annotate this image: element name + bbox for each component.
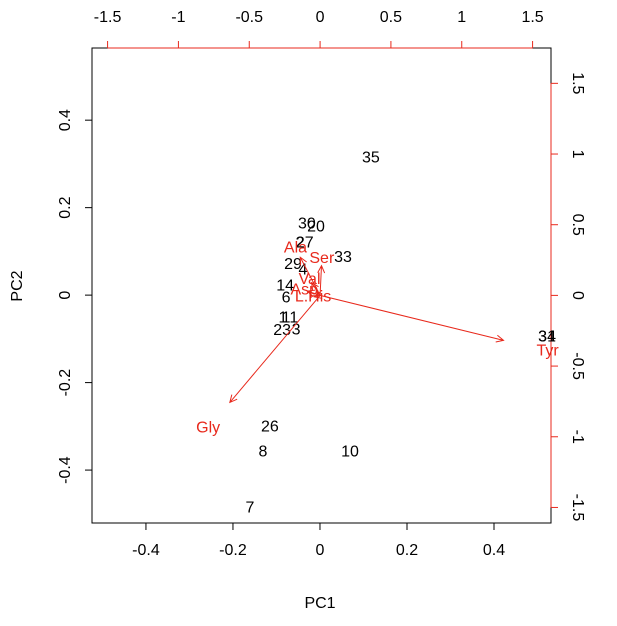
observation-label: 8 xyxy=(259,443,268,460)
loading-arrow xyxy=(299,256,321,296)
y2-tick-label: 0 xyxy=(569,291,586,300)
observation-label: 4 xyxy=(299,261,308,278)
observation-label: 29 xyxy=(284,256,302,273)
loading-arrow xyxy=(317,264,326,296)
observation-label: 23 xyxy=(273,322,291,339)
y-tick-label: 0 xyxy=(57,291,74,300)
observation-label: 11 xyxy=(282,310,299,327)
x2-tick-label: 0 xyxy=(316,9,325,26)
variable-label: Val xyxy=(299,271,321,288)
observation-label: 30 xyxy=(298,215,316,232)
observation-label: 26 xyxy=(261,418,279,435)
variable-label: Gly xyxy=(196,419,220,436)
observation-label: 7 xyxy=(245,499,254,516)
y2-tick-label: -1.5 xyxy=(569,494,586,522)
variable-label: Ser xyxy=(309,250,335,267)
observation-label: 1 xyxy=(279,310,288,327)
x-tick-label: 0.4 xyxy=(483,542,505,559)
x-tick-label: 0.2 xyxy=(396,542,418,559)
y-tick-label: -0.4 xyxy=(57,456,74,484)
variable-label: Tyr xyxy=(536,342,559,359)
x2-tick-label: -0.5 xyxy=(235,9,263,26)
x-tick-label: -0.4 xyxy=(132,542,160,559)
y2-tick-label: 1.5 xyxy=(569,72,586,94)
variable-label: Asp xyxy=(290,281,318,298)
loading-arrow xyxy=(306,289,321,298)
observation-label: 6 xyxy=(282,289,291,306)
observation-label: 20 xyxy=(307,219,325,236)
variable-label: Ala xyxy=(284,239,307,256)
y-tick-label: 0.2 xyxy=(57,196,74,218)
observation-label: 34 xyxy=(538,328,556,345)
loading-arrow xyxy=(319,294,505,343)
observation-label: 14 xyxy=(276,278,294,295)
x-axis-label: PC1 xyxy=(304,595,335,612)
plot-box xyxy=(91,47,552,524)
variable-label: L.His xyxy=(295,288,331,305)
x2-tick-label: 0.5 xyxy=(380,9,402,26)
observation-label: 31 xyxy=(538,328,556,345)
y-tick-label: -0.2 xyxy=(57,369,74,397)
observation-label: 2 xyxy=(296,235,305,252)
y2-tick-label: -1 xyxy=(569,430,586,444)
loading-arrow xyxy=(229,295,321,404)
x2-tick-label: -1 xyxy=(171,9,185,26)
loading-arrow xyxy=(313,291,323,299)
x-tick-label: 0 xyxy=(316,542,325,559)
x2-tick-label: -1.5 xyxy=(94,9,122,26)
x2-tick-label: 1 xyxy=(457,9,466,26)
x-tick-label: -0.2 xyxy=(219,542,247,559)
observation-label: 33 xyxy=(334,249,352,266)
y2-tick-label: -0.5 xyxy=(569,352,586,380)
observation-label: 27 xyxy=(296,235,314,252)
y2-tick-label: 1 xyxy=(569,150,586,159)
y-tick-label: 0.4 xyxy=(57,109,74,131)
observation-label: 10 xyxy=(341,443,359,460)
observation-label: 35 xyxy=(362,149,380,166)
y2-tick-label: 0.5 xyxy=(569,214,586,236)
observation-label: 3 xyxy=(292,321,301,338)
x2-tick-label: 1.5 xyxy=(521,9,543,26)
y-axis-label: PC2 xyxy=(9,270,26,301)
